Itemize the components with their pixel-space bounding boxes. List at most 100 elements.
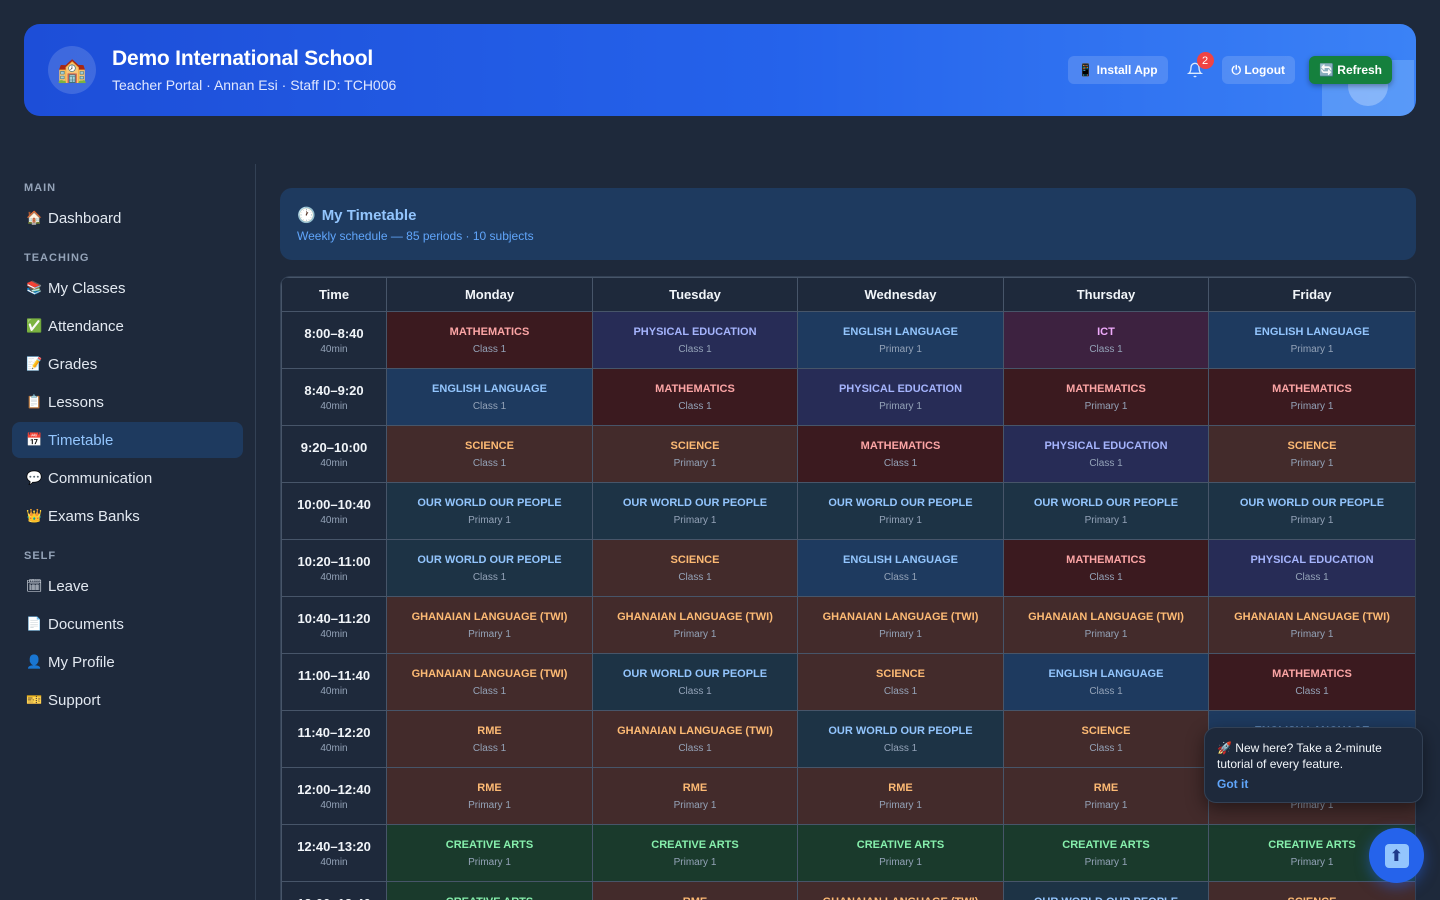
lesson-cell[interactable]: OUR WORLD OUR PEOPLE Primary 1 <box>1208 482 1415 540</box>
lesson-cell[interactable]: RME Class 1 <box>386 710 593 768</box>
lesson-cell[interactable]: OUR WORLD OUR PEOPLE Class 1 <box>592 653 798 711</box>
notifications-bell-icon[interactable]: 2 <box>1182 52 1214 84</box>
page-subtitle: Weekly schedule — 85 periods · 10 subjec… <box>297 229 534 243</box>
lesson-subject: CREATIVE ARTS <box>387 896 592 900</box>
period-time: 13:00–13:40 <box>282 896 386 900</box>
lesson-subject: GHANAIAN LANGUAGE (TWI) <box>822 610 979 623</box>
timetable-title-card: 🕐 My Timetable Weekly schedule — 85 peri… <box>280 188 1416 260</box>
lesson-cell[interactable]: ENGLISH LANGUAGE Class 1 <box>1003 653 1209 711</box>
lesson-cell[interactable]: CREATIVE ARTS Class 1 <box>386 881 593 900</box>
timetable-container[interactable]: Time Monday Tuesday Wednesday Thursday Friday… <box>280 276 1416 900</box>
lesson-cell[interactable]: OUR WORLD OUR PEOPLE Class 1 <box>1003 881 1209 900</box>
sidebar-item-grades[interactable]: 📝 Grades <box>12 346 243 382</box>
lesson-cell[interactable]: MATHEMATICS Primary 1 <box>1208 368 1415 426</box>
lesson-cell[interactable]: GHANAIAN LANGUAGE (TWI) Class 1 <box>797 881 1004 900</box>
lesson-cell[interactable]: PHYSICAL EDUCATION Primary 1 <box>797 368 1004 426</box>
lesson-class: Class 1 <box>883 571 918 583</box>
lesson-subject: ENGLISH LANGUAGE <box>1048 667 1164 680</box>
lesson-cell[interactable]: CREATIVE ARTS Primary 1 <box>797 824 1004 882</box>
sidebar-item-label: Timetable <box>48 431 114 449</box>
lesson-subject: CREATIVE ARTS <box>445 838 534 851</box>
sidebar-item-lessons[interactable]: 📋 Lessons <box>12 384 243 420</box>
refresh-button[interactable]: 🔄 Refresh <box>1309 56 1392 84</box>
lesson-cell[interactable]: GHANAIAN LANGUAGE (TWI) Primary 1 <box>592 596 798 654</box>
lesson-subject: RME <box>888 781 913 794</box>
leave-icon: 🗓 <box>26 578 43 593</box>
lesson-class: Primary 1 <box>1084 628 1128 640</box>
lesson-class: Primary 1 <box>1290 628 1334 640</box>
lesson-cell[interactable]: SCIENCE Class 1 <box>1208 881 1415 900</box>
lesson-cell[interactable]: MATHEMATICS Class 1 <box>592 368 798 426</box>
lesson-cell[interactable]: MATHEMATICS Primary 1 <box>1003 368 1209 426</box>
install-app-button[interactable]: 📱 Install App <box>1068 56 1168 84</box>
lesson-cell[interactable]: RME Primary 1 <box>386 767 593 825</box>
lesson-cell[interactable]: CREATIVE ARTS Primary 1 <box>386 824 593 882</box>
got-it-button[interactable]: Got it <box>1217 777 1249 791</box>
lesson-cell[interactable]: OUR WORLD OUR PEOPLE Class 1 <box>797 710 1004 768</box>
sidebar-item-timetable[interactable]: 📅 Timetable <box>12 422 243 458</box>
lesson-cell[interactable]: GHANAIAN LANGUAGE (TWI) Primary 1 <box>797 596 1004 654</box>
scroll-top-button[interactable]: ⬆ <box>1369 828 1424 883</box>
lesson-cell[interactable]: GHANAIAN LANGUAGE (TWI) Primary 1 <box>1208 596 1415 654</box>
lesson-cell[interactable]: MATHEMATICS Class 1 <box>1208 653 1415 711</box>
sidebar-item-support[interactable]: 🎫 Support <box>12 682 243 718</box>
lesson-cell[interactable]: ENGLISH LANGUAGE Class 1 <box>386 368 593 426</box>
sidebar-item-dashboard[interactable]: 🏠 Dashboard <box>12 200 243 236</box>
lesson-cell[interactable]: PHYSICAL EDUCATION Class 1 <box>592 311 798 369</box>
lesson-cell[interactable]: PHYSICAL EDUCATION Class 1 <box>1003 425 1209 483</box>
period-duration: 40min <box>320 799 348 811</box>
column-header-monday: Monday <box>386 277 593 312</box>
lesson-cell[interactable]: ICT Class 1 <box>1003 311 1209 369</box>
lesson-class: Primary 1 <box>673 514 717 526</box>
lesson-cell[interactable]: OUR WORLD OUR PEOPLE Primary 1 <box>797 482 1004 540</box>
sidebar-item-documents[interactable]: 📄 Documents <box>12 606 243 642</box>
sidebar-item-exams-banks[interactable]: 👑 Exams Banks <box>12 498 243 534</box>
lesson-cell[interactable]: SCIENCE Class 1 <box>592 539 798 597</box>
school-name: Demo International School <box>112 47 374 70</box>
lesson-subject: GHANAIAN LANGUAGE (TWI) <box>617 724 773 737</box>
table-row: 13:00–13:40 40min CREATIVE ARTS Class 1 … <box>281 881 1415 900</box>
lesson-subject: RME <box>477 781 502 794</box>
lesson-cell[interactable]: GHANAIAN LANGUAGE (TWI) Class 1 <box>386 653 593 711</box>
lesson-cell[interactable]: SCIENCE Class 1 <box>797 653 1004 711</box>
lesson-class: Primary 1 <box>468 799 511 811</box>
timetable-icon: 📅 <box>26 432 43 447</box>
lesson-cell[interactable]: SCIENCE Primary 1 <box>592 425 798 483</box>
lesson-cell[interactable]: MATHEMATICS Class 1 <box>797 425 1004 483</box>
my-profile-icon: 👤 <box>26 654 43 669</box>
sidebar-item-my-classes[interactable]: 📚 My Classes <box>12 270 243 306</box>
sidebar-item-leave[interactable]: 🗓 Leave <box>12 568 243 604</box>
lesson-cell[interactable]: ENGLISH LANGUAGE Primary 1 <box>1208 311 1415 369</box>
lesson-cell[interactable]: RME Primary 1 <box>797 767 1004 825</box>
lesson-cell[interactable]: GHANAIAN LANGUAGE (TWI) Class 1 <box>592 710 798 768</box>
lesson-cell[interactable]: OUR WORLD OUR PEOPLE Primary 1 <box>592 482 798 540</box>
timetable-grid: Time Monday Tuesday Wednesday Thursday Friday… <box>281 277 1415 900</box>
lesson-cell[interactable]: GHANAIAN LANGUAGE (TWI) Primary 1 <box>386 596 593 654</box>
lesson-cell[interactable]: SCIENCE Class 1 <box>386 425 593 483</box>
lesson-cell[interactable]: OUR WORLD OUR PEOPLE Class 1 <box>386 539 593 597</box>
sidebar-item-my-profile[interactable]: 👤 My Profile <box>12 644 243 680</box>
lesson-cell[interactable]: PHYSICAL EDUCATION Class 1 <box>1208 539 1415 597</box>
lesson-cell[interactable]: RME Primary 1 <box>592 767 798 825</box>
lesson-cell[interactable]: GHANAIAN LANGUAGE (TWI) Primary 1 <box>1003 596 1209 654</box>
lesson-cell[interactable]: ENGLISH LANGUAGE Primary 1 <box>797 311 1004 369</box>
lesson-class: Primary 1 <box>1290 514 1334 526</box>
lesson-cell[interactable]: SCIENCE Primary 1 <box>1208 425 1415 483</box>
lesson-cell[interactable]: ENGLISH LANGUAGE Class 1 <box>797 539 1004 597</box>
sidebar-item-label: My Profile <box>48 653 115 671</box>
sidebar-item-communication[interactable]: 💬 Communication <box>12 460 243 496</box>
lesson-cell[interactable]: CREATIVE ARTS Primary 1 <box>1003 824 1209 882</box>
lesson-subject: RME <box>1093 781 1119 794</box>
page-title: My Timetable <box>321 206 417 224</box>
lesson-cell[interactable]: MATHEMATICS Class 1 <box>1003 539 1209 597</box>
lesson-cell[interactable]: OUR WORLD OUR PEOPLE Primary 1 <box>386 482 593 540</box>
lesson-cell[interactable]: RME Primary 1 <box>1003 767 1209 825</box>
lesson-cell[interactable]: MATHEMATICS Class 1 <box>386 311 593 369</box>
lesson-cell[interactable]: OUR WORLD OUR PEOPLE Primary 1 <box>1003 482 1209 540</box>
lesson-cell[interactable]: SCIENCE Class 1 <box>1003 710 1209 768</box>
lesson-cell[interactable]: CREATIVE ARTS Primary 1 <box>592 824 798 882</box>
lesson-cell[interactable]: RME Class 1 <box>592 881 798 900</box>
sidebar-item-label: Lessons <box>48 393 104 411</box>
logout-button[interactable]: ⏻ Logout <box>1221 56 1296 84</box>
sidebar-item-attendance[interactable]: ✅ Attendance <box>12 308 243 344</box>
